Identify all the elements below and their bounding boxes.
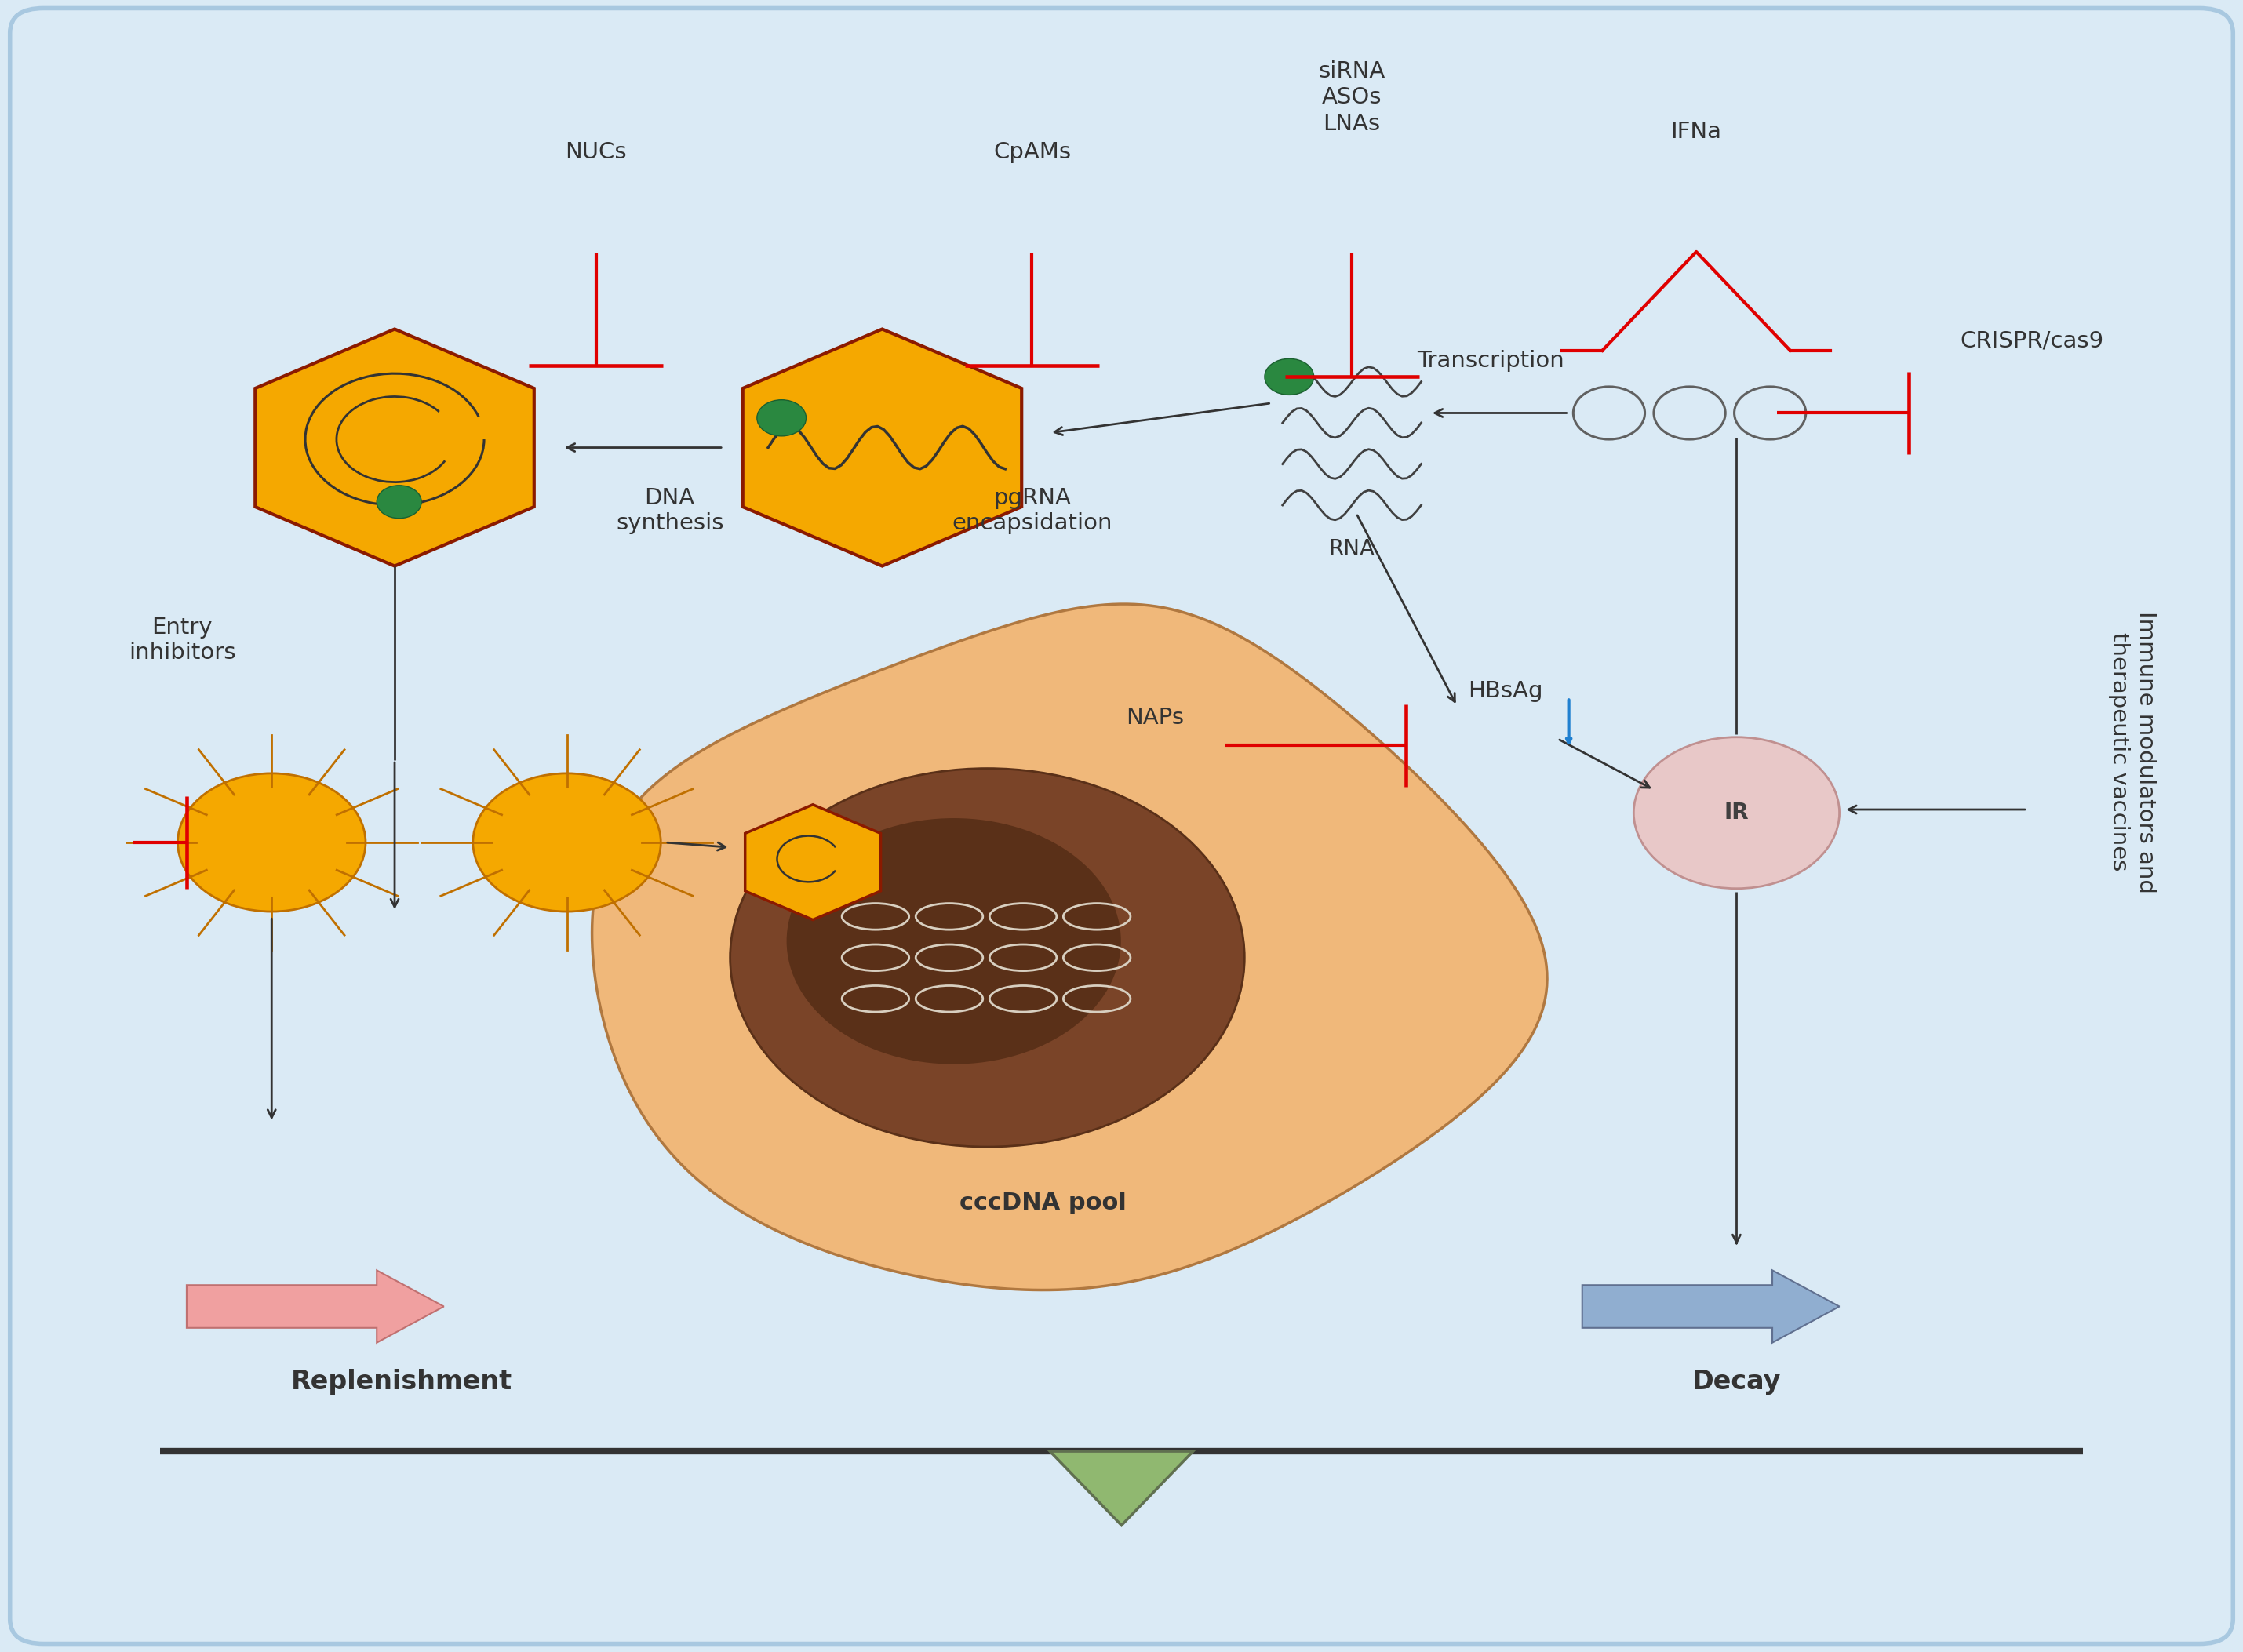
Text: Replenishment: Replenishment (292, 1370, 511, 1394)
Text: CpAMs: CpAMs (994, 140, 1070, 164)
Text: Immune modulators and
therapeutic vaccines: Immune modulators and therapeutic vaccin… (2108, 611, 2158, 894)
Text: RNA: RNA (1328, 539, 1375, 560)
Text: Entry
inhibitors: Entry inhibitors (128, 616, 236, 664)
Text: cccDNA pool: cccDNA pool (960, 1191, 1126, 1214)
Circle shape (473, 773, 662, 912)
Text: pgRNA
encapsidation: pgRNA encapsidation (951, 487, 1113, 534)
Text: Decay: Decay (1691, 1370, 1781, 1394)
FancyArrow shape (1581, 1270, 1839, 1343)
Text: siRNA
ASOs
LNAs: siRNA ASOs LNAs (1319, 61, 1386, 135)
Text: CRISPR/cas9: CRISPR/cas9 (1960, 330, 2104, 352)
Text: IFNa: IFNa (1671, 121, 1723, 144)
Circle shape (787, 818, 1122, 1064)
Circle shape (177, 773, 366, 912)
Polygon shape (742, 329, 1021, 567)
Circle shape (731, 768, 1245, 1146)
Text: NAPs: NAPs (1126, 707, 1184, 729)
Text: DNA
synthesis: DNA synthesis (617, 487, 724, 534)
FancyBboxPatch shape (9, 8, 2234, 1644)
Circle shape (1265, 358, 1314, 395)
Circle shape (377, 486, 422, 519)
Polygon shape (256, 329, 534, 567)
Polygon shape (745, 805, 881, 920)
Circle shape (1633, 737, 1839, 889)
Text: HBsAg: HBsAg (1469, 681, 1543, 702)
Polygon shape (592, 605, 1548, 1290)
Circle shape (756, 400, 805, 436)
Text: Transcription: Transcription (1418, 350, 1563, 372)
Text: IR: IR (1725, 801, 1750, 824)
FancyArrow shape (186, 1270, 444, 1343)
Text: NUCs: NUCs (565, 140, 626, 164)
Polygon shape (1050, 1450, 1193, 1525)
